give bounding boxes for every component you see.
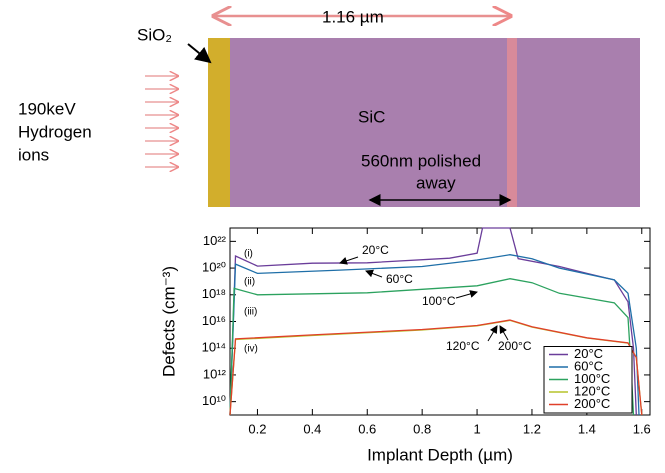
oxide-label: SiO₂ — [137, 25, 172, 44]
y-tick-label: 10¹² — [203, 366, 227, 381]
annotation: (iv) — [244, 344, 258, 355]
annotation-arrow — [487, 325, 498, 342]
x-tick-label: 0.8 — [413, 421, 431, 436]
x-tick-label: 1.4 — [578, 421, 596, 436]
legend-label: 120°C — [574, 383, 610, 398]
y-tick-label: 10¹⁰ — [202, 393, 226, 408]
annotation: (ii) — [244, 277, 255, 288]
x-tick-label: 1.6 — [633, 421, 651, 436]
series-line — [229, 278, 635, 416]
annotation-arrow — [499, 325, 509, 341]
substrate-label: SiC — [358, 107, 385, 126]
width-label: 1.16 µm — [322, 7, 384, 26]
y-tick-label: 10¹⁸ — [202, 286, 226, 301]
x-tick-label: 0.4 — [303, 421, 321, 436]
series-line — [229, 254, 640, 416]
series-line — [229, 227, 637, 416]
x-axis-label: Implant Depth (µm) — [367, 445, 513, 464]
annotation: 200°C — [498, 339, 532, 353]
annotation: 120°C — [446, 339, 480, 353]
x-tick-label: 0.2 — [248, 421, 266, 436]
annotation-arrow — [339, 256, 359, 265]
y-tick-label: 10¹⁴ — [202, 340, 226, 355]
y-tick-label: 10¹⁶ — [202, 313, 226, 328]
polish-label: 560nm polished — [361, 151, 481, 170]
annotation: (i) — [244, 249, 253, 260]
x-tick-label: 1 — [473, 421, 480, 436]
polish-label: away — [416, 173, 456, 192]
legend-label: 100°C — [574, 371, 610, 386]
annotation-arrow — [365, 269, 383, 278]
annotation: (iii) — [244, 307, 257, 318]
legend-label: 60°C — [574, 358, 603, 373]
ion-arrows — [145, 76, 178, 167]
ion-label: ions — [18, 145, 49, 164]
x-tick-label: 0.6 — [358, 421, 376, 436]
legend-label: 200°C — [574, 396, 610, 411]
y-tick-label: 10²² — [203, 233, 227, 248]
annotation: 60°C — [386, 272, 413, 286]
oxide-layer — [208, 38, 230, 207]
y-axis-label: Defects (cm⁻³) — [159, 266, 178, 377]
x-tick-label: 1.2 — [523, 421, 541, 436]
annotation: 100°C — [422, 294, 456, 308]
chart: 0.2 0.4 0.6 0.8 1 1.2 1.4 1.6 10¹⁰ 10¹² 10¹⁴ 10¹⁶ 10… — [159, 227, 651, 464]
y-tick-label: 10²⁰ — [202, 260, 226, 275]
legend-label: 20°C — [574, 346, 603, 361]
ion-label: 190keV — [18, 99, 76, 118]
oxide-pointer — [187, 43, 212, 64]
implant-peak — [507, 38, 517, 207]
diagram: 1.16 µm SiO₂ 190keV Hydrogen ions SiC 56… — [18, 7, 640, 207]
annotation-arrow — [455, 290, 478, 299]
ion-label: Hydrogen — [18, 122, 92, 141]
sic-layer — [230, 38, 640, 207]
annotation: 20°C — [362, 243, 389, 257]
